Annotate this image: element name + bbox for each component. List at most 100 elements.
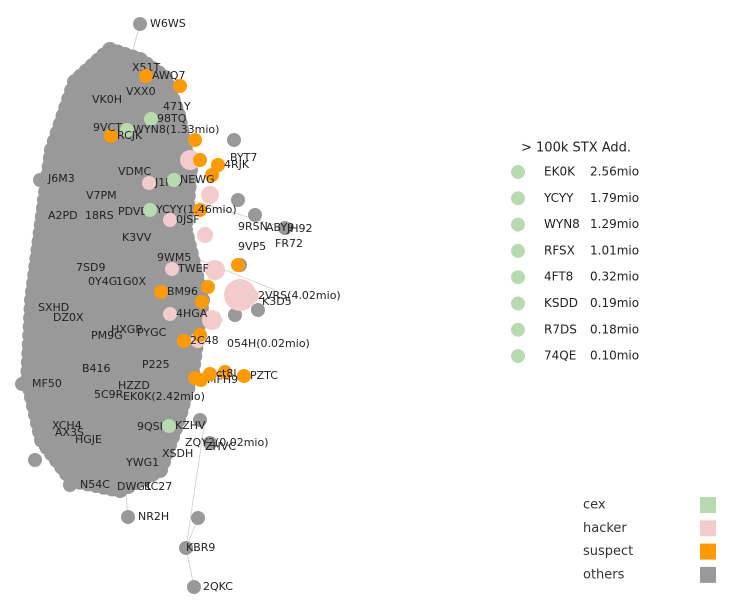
node-label: DZ0X — [53, 311, 84, 324]
node — [227, 133, 241, 147]
node-label: JH92 — [286, 222, 313, 235]
amount: 1.01mio — [590, 243, 639, 257]
node — [202, 310, 222, 330]
node — [248, 208, 262, 222]
amount: 2.56mio — [590, 165, 639, 179]
node-label: HGJE — [75, 433, 102, 446]
node — [251, 303, 265, 317]
row-dot — [511, 243, 525, 258]
node-label: MF50 — [32, 377, 62, 390]
node — [193, 153, 207, 167]
row-dot — [511, 191, 525, 206]
node — [203, 367, 217, 381]
node — [28, 453, 42, 467]
node-label: P225 — [142, 358, 170, 371]
legend-label: suspect — [583, 544, 633, 559]
node-label: V7PM — [86, 189, 117, 202]
node — [118, 478, 132, 492]
node — [165, 262, 179, 276]
node-label: K3VV — [122, 231, 152, 244]
node — [96, 47, 113, 64]
node-label: 4HGA — [176, 307, 208, 320]
node — [163, 213, 177, 227]
node — [173, 79, 187, 93]
node — [179, 541, 193, 555]
node-label: AX3S — [55, 426, 84, 439]
node — [139, 69, 153, 83]
address: WYN8 — [544, 217, 580, 231]
address: YCYY — [543, 191, 574, 205]
node-label: 0Y4G — [88, 275, 117, 288]
node — [144, 112, 158, 126]
node-label: 9WM5 — [157, 251, 191, 264]
node-label: WYN8(1.33mio) — [133, 123, 219, 136]
legend-swatch — [700, 543, 716, 560]
node — [177, 334, 191, 348]
node-label: 2VRS(4.02mio) — [258, 289, 341, 302]
node — [201, 186, 219, 204]
node-label: KZHV — [175, 419, 206, 432]
row-dot — [511, 349, 525, 364]
node-label: XCH4 — [52, 419, 82, 432]
node-label: PYGC — [137, 326, 167, 339]
node-label: 18RS — [85, 209, 114, 222]
node-label: VDMC — [118, 165, 151, 178]
node — [193, 328, 207, 342]
node — [245, 289, 259, 303]
node — [63, 478, 77, 492]
row-dot — [511, 270, 525, 285]
node-label: EK0K(2.42mio) — [123, 390, 205, 403]
node-label: 471Y — [163, 100, 191, 113]
node-label: 98TQ — [157, 112, 187, 125]
node — [237, 369, 251, 383]
node-label: FR72 — [275, 237, 303, 250]
legend-label: cex — [583, 498, 606, 513]
node-label: ABY9 — [266, 221, 294, 234]
node — [167, 173, 181, 187]
address: KSDD — [544, 296, 578, 310]
node-label: HZZD — [118, 379, 150, 392]
node-label: 2QKC — [203, 580, 233, 593]
node — [211, 158, 225, 172]
node — [123, 53, 137, 67]
legend-label: others — [583, 567, 625, 582]
node-label: PZTC — [250, 369, 278, 382]
node-label: KC27 — [144, 480, 172, 493]
node — [15, 377, 29, 391]
node-label: 9VP5 — [238, 240, 266, 253]
amount: 0.32mio — [590, 270, 639, 284]
node-label: A2PD — [48, 209, 78, 222]
node-label: J6M3 — [47, 172, 75, 185]
legend: cex hacker suspect others — [583, 497, 716, 583]
node — [120, 123, 134, 137]
node — [195, 295, 209, 309]
node — [187, 580, 201, 594]
node-label: BM96 — [167, 285, 198, 298]
node-label: SXHD — [38, 301, 69, 314]
edge — [185, 419, 206, 549]
node-label: VXX0 — [126, 85, 156, 98]
node-label: 054H(0.02mio) — [227, 337, 310, 350]
edge — [189, 199, 286, 229]
node — [104, 129, 118, 143]
node — [154, 285, 168, 299]
node-label: TWEF — [177, 262, 209, 275]
node-label: PDVE — [118, 205, 147, 218]
node — [203, 436, 217, 450]
row-dot — [511, 217, 525, 232]
amount: 1.79mio — [590, 191, 639, 205]
node-label: 7SD9 — [76, 261, 105, 274]
node-label: YWG1 — [125, 456, 159, 469]
node-label: W6WS — [150, 17, 186, 30]
node-label: ZHVC — [205, 440, 236, 453]
node — [142, 176, 156, 190]
node — [121, 510, 135, 524]
node-label: AWQ7 — [152, 69, 185, 82]
node — [201, 280, 215, 294]
address: R7DS — [544, 322, 577, 336]
node — [180, 150, 200, 170]
node — [205, 260, 225, 280]
node-label: 1G0X — [116, 275, 147, 288]
node-label: ct8l — [216, 367, 236, 380]
